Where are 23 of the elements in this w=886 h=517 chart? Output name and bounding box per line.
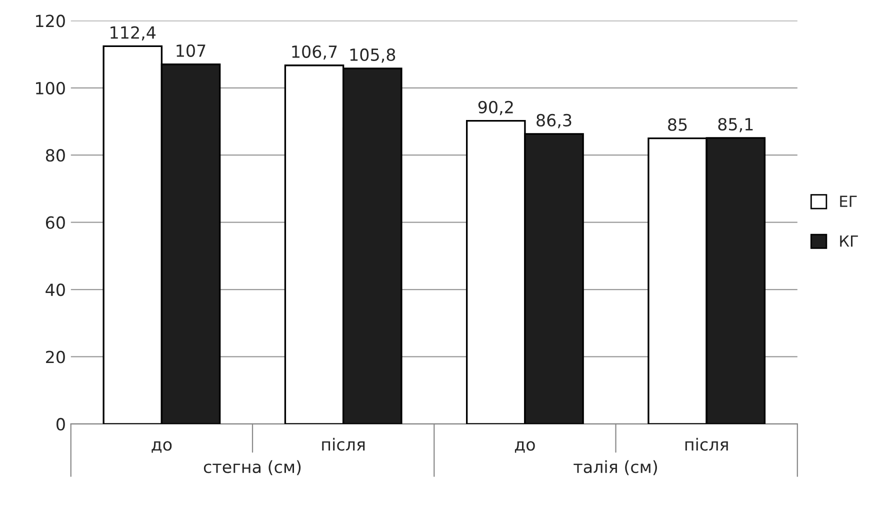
y-tick-label: 100 — [36, 82, 65, 94]
x-tick-label: після — [685, 438, 728, 451]
y-tick-label: 60 — [46, 216, 65, 229]
data-label: 105,8 — [350, 48, 396, 63]
text: стегна (см) — [204, 460, 301, 476]
y-tick-label: 80 — [46, 149, 65, 162]
x-tick-label: після — [322, 438, 365, 451]
y-tick-label: 40 — [46, 283, 65, 296]
y-tick-label: 0 — [56, 418, 65, 431]
data-label: 85,1 — [718, 118, 753, 132]
x-tick-label: до — [152, 441, 172, 453]
data-label: 112,4 — [110, 26, 156, 41]
data-label: 86,3 — [536, 114, 572, 128]
legend-label: КГ — [840, 235, 858, 247]
y-tick-label: 20 — [46, 350, 65, 364]
data-label: 85 — [668, 118, 687, 131]
data-label: 106,7 — [292, 45, 337, 60]
data-label: 107 — [176, 44, 206, 57]
text: талія (см) — [574, 460, 657, 476]
data-label: 90,2 — [478, 100, 513, 116]
legend-label: ЕГ — [840, 196, 857, 207]
y-tick-label: 120 — [36, 14, 65, 28]
x-tick-label: до — [514, 441, 535, 453]
